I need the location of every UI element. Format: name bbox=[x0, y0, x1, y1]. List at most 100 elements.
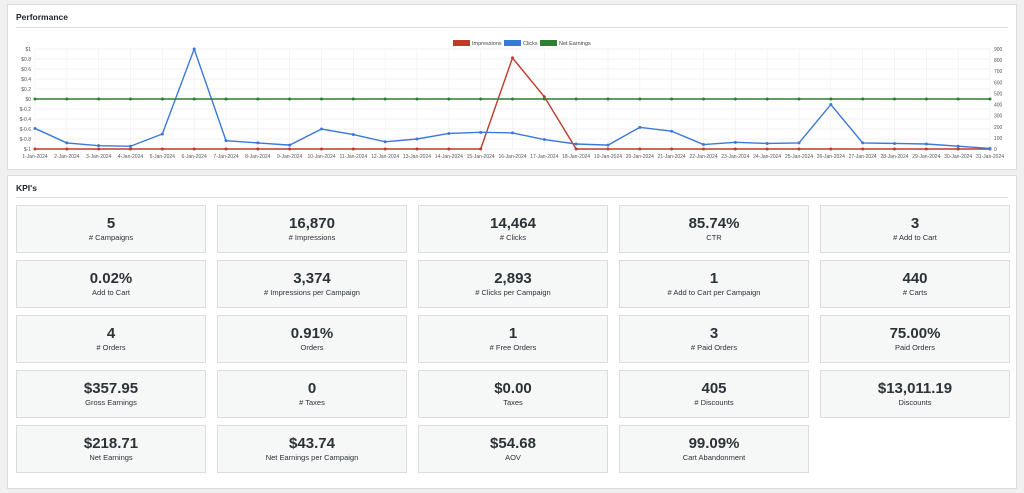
data-point bbox=[670, 147, 674, 151]
kpi-label: # Orders bbox=[96, 343, 126, 352]
kpi-label: # Campaigns bbox=[88, 233, 134, 242]
data-point bbox=[288, 147, 292, 151]
kpi-value: 2,893 bbox=[494, 270, 532, 287]
left-axis-tick: $0.4 bbox=[21, 77, 31, 83]
kpi-card: 4 # Orders bbox=[16, 315, 206, 363]
data-point bbox=[447, 131, 451, 135]
kpi-value: 3 bbox=[910, 215, 920, 232]
data-point bbox=[702, 97, 705, 101]
kpi-value: 0 bbox=[307, 380, 317, 397]
x-axis-tick: 9-Jan-2024 bbox=[277, 154, 303, 160]
kpi-value: 14,464 bbox=[490, 215, 536, 232]
x-axis-tick: 30-Jan-2024 bbox=[944, 154, 972, 160]
data-point bbox=[129, 144, 132, 148]
kpi-value: 16,870 bbox=[289, 215, 335, 232]
x-axis-tick: 31-Jan-2024 bbox=[976, 154, 1004, 160]
x-axis-tick: 28-Jan-2024 bbox=[880, 154, 908, 160]
x-axis-tick: 13-Jan-2024 bbox=[403, 154, 431, 160]
divider bbox=[16, 197, 1008, 198]
data-point bbox=[192, 47, 196, 51]
x-axis-tick: 25-Jan-2024 bbox=[785, 154, 813, 160]
data-point bbox=[542, 138, 546, 142]
kpi-value: $13,011.19 bbox=[877, 380, 953, 397]
data-point bbox=[733, 147, 737, 151]
right-axis-tick: 600 bbox=[994, 80, 1003, 86]
legend-label: Net Earnings bbox=[559, 41, 591, 47]
x-axis-tick: 22-Jan-2024 bbox=[689, 154, 717, 160]
data-point bbox=[288, 97, 292, 101]
data-point bbox=[574, 97, 578, 101]
kpi-value: 0.91% bbox=[290, 325, 334, 342]
kpi-label: # Taxes bbox=[299, 398, 325, 407]
kpi-value: 405 bbox=[701, 380, 727, 397]
data-point bbox=[893, 141, 896, 145]
data-point bbox=[65, 141, 69, 145]
data-point bbox=[702, 143, 705, 147]
x-axis-tick: 19-Jan-2024 bbox=[594, 154, 622, 160]
data-point bbox=[415, 97, 419, 101]
kpi-label: # Discounts bbox=[694, 398, 734, 407]
performance-chart[interactable]: $1 $0.8 $0.6 $0.4 $0.2 $0 $-0.2 $-0.4 $-0.6 $-0.8… bbox=[8, 5, 1018, 171]
kpi-label: Gross Earnings bbox=[85, 398, 137, 407]
left-axis-tick: $-0.8 bbox=[20, 137, 32, 143]
left-axis-tick: $-0.6 bbox=[20, 127, 32, 133]
kpi-card: $218.71 Net Earnings bbox=[16, 425, 206, 473]
data-point bbox=[606, 97, 610, 101]
data-point bbox=[829, 103, 833, 107]
kpi-label: # Impressions per Campaign bbox=[264, 288, 360, 297]
data-point bbox=[511, 131, 514, 135]
data-point bbox=[511, 56, 514, 60]
right-axis-tick: 900 bbox=[994, 47, 1003, 53]
kpi-card: 85.74% CTR bbox=[619, 205, 809, 253]
kpi-card: $0.00 Taxes bbox=[418, 370, 608, 418]
data-point bbox=[988, 97, 992, 101]
data-point bbox=[351, 97, 355, 101]
data-point bbox=[638, 125, 642, 129]
data-point bbox=[383, 140, 387, 144]
data-point bbox=[224, 147, 228, 151]
data-point bbox=[893, 97, 896, 101]
data-point bbox=[256, 147, 260, 151]
data-point bbox=[351, 147, 355, 151]
x-axis-tick: 10-Jan-2024 bbox=[307, 154, 335, 160]
kpi-card: 1 # Free Orders bbox=[418, 315, 608, 363]
kpi-card: 99.09% Cart Abandonment bbox=[619, 425, 809, 473]
data-point bbox=[574, 147, 578, 151]
left-axis-tick: $-1 bbox=[24, 147, 31, 153]
data-point bbox=[542, 95, 546, 99]
x-axis-tick: 27-Jan-2024 bbox=[849, 154, 877, 160]
data-point bbox=[129, 147, 132, 151]
kpi-card: $54.68 AOV bbox=[418, 425, 608, 473]
data-point bbox=[415, 147, 419, 151]
data-point bbox=[320, 127, 323, 131]
x-axis-tick: 4-Jan-2024 bbox=[118, 154, 144, 160]
divider bbox=[16, 27, 1008, 28]
kpi-label: Net Earnings bbox=[89, 453, 133, 462]
data-point bbox=[956, 97, 960, 101]
left-axis-tick: $0.8 bbox=[21, 57, 31, 63]
kpi-label: Paid Orders bbox=[894, 343, 936, 352]
kpi-card: 0.02% Add to Cart bbox=[16, 260, 206, 308]
data-point bbox=[893, 147, 896, 151]
x-axis-tick: 20-Jan-2024 bbox=[626, 154, 654, 160]
x-axis-tick: 5-Jan-2024 bbox=[150, 154, 176, 160]
kpi-value: 99.09% bbox=[688, 435, 740, 452]
kpi-value: 85.74% bbox=[688, 215, 740, 232]
right-axis-tick: 200 bbox=[994, 125, 1003, 131]
data-point bbox=[97, 97, 101, 101]
kpi-value: $43.74 bbox=[289, 435, 335, 452]
data-point bbox=[33, 147, 37, 151]
x-axis-tick: 6-Jan-2024 bbox=[182, 154, 208, 160]
right-axis-tick: 700 bbox=[994, 69, 1003, 75]
kpi-value: $218.71 bbox=[83, 435, 139, 452]
kpi-value: 75.00% bbox=[889, 325, 941, 342]
data-point bbox=[606, 143, 610, 147]
data-point bbox=[638, 147, 642, 151]
x-axis-tick: 11-Jan-2024 bbox=[339, 154, 367, 160]
performance-title: Performance bbox=[16, 12, 68, 22]
x-axis-tick: 15-Jan-2024 bbox=[467, 154, 495, 160]
kpi-card: 14,464 # Clicks bbox=[418, 205, 608, 253]
x-axis-tick: 18-Jan-2024 bbox=[562, 154, 590, 160]
kpi-label: # Add to Cart bbox=[893, 233, 937, 242]
data-point bbox=[924, 142, 928, 146]
